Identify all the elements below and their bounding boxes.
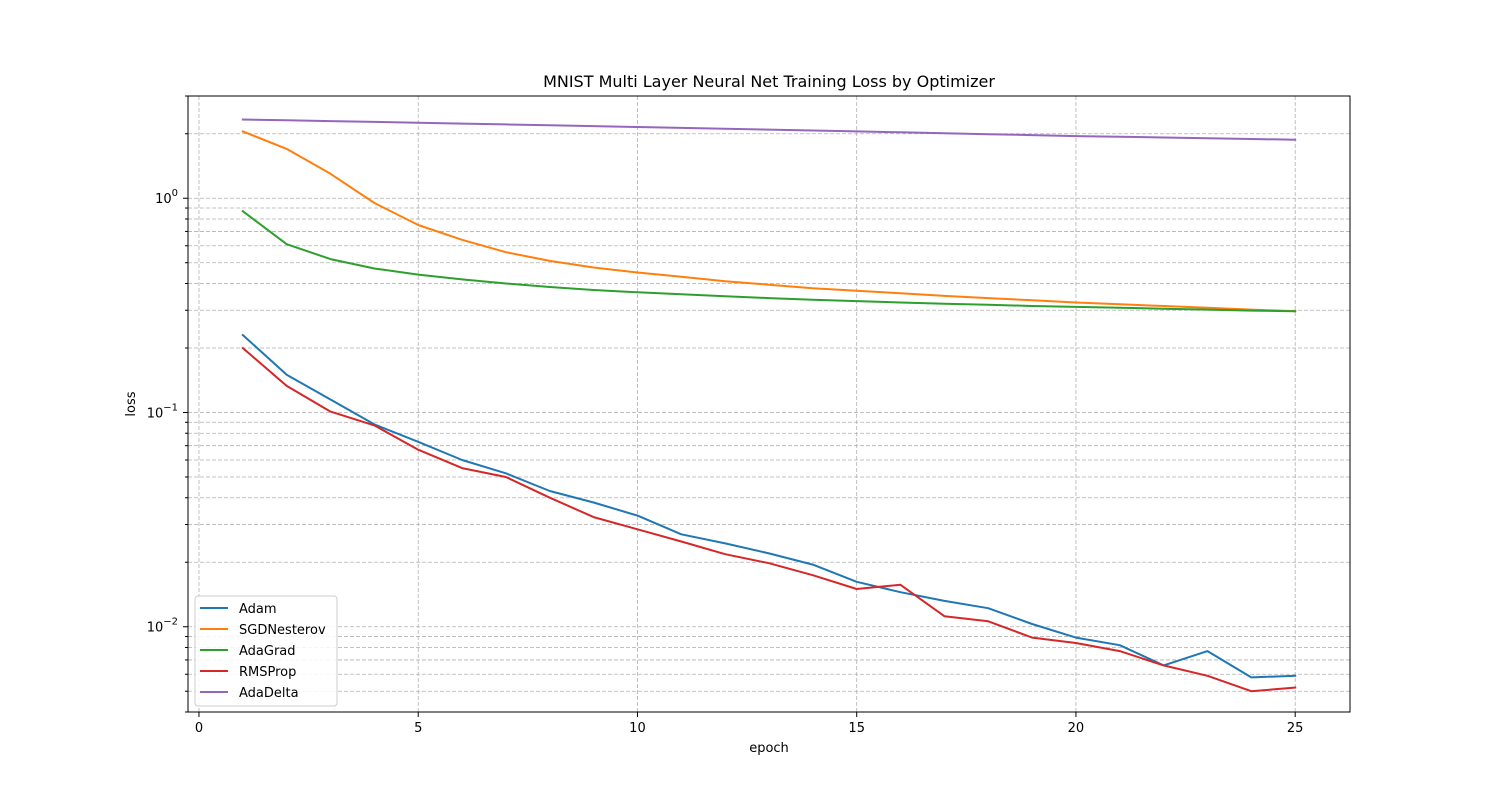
x-tick-label: 0	[195, 721, 203, 736]
x-tick-label: 15	[848, 721, 865, 736]
x-tick-label: 25	[1287, 721, 1304, 736]
x-tick-label: 20	[1068, 721, 1085, 736]
legend-label: Adam	[239, 602, 277, 617]
series-lines	[241, 118, 1297, 693]
x-tick-label: 10	[629, 721, 646, 736]
legend-box	[194, 595, 338, 707]
legend-label: AdaDelta	[239, 686, 299, 701]
plot-frame	[187, 95, 1351, 713]
y-tick-label: 100	[155, 188, 178, 207]
y-tick-label: 10−2	[147, 617, 178, 636]
y-tick-label: 10−1	[147, 402, 178, 421]
grid	[188, 95, 1350, 713]
legend-label: RMSProp	[239, 665, 296, 680]
series-line-adadelta	[241, 118, 1297, 141]
y-axis-label: loss	[124, 391, 139, 416]
legend-label: AdaGrad	[239, 644, 296, 659]
legend-label: SGDNesterov	[239, 623, 326, 638]
legend: Adam SGDNesterov AdaGrad RMSProp AdaDelta	[194, 595, 338, 707]
axis-ticks: 0 5 10 15 20 25 10−2 10−1 100	[147, 95, 1304, 736]
series-line-sgdnesterov	[241, 130, 1297, 313]
series-line-adam	[241, 333, 1297, 679]
series-line-adagrad	[241, 209, 1297, 313]
series-line-rmsprop	[241, 346, 1297, 693]
x-tick-label: 5	[414, 721, 422, 736]
x-axis-label: epoch	[749, 741, 789, 756]
chart-title: MNIST Multi Layer Neural Net Training Lo…	[543, 72, 995, 91]
